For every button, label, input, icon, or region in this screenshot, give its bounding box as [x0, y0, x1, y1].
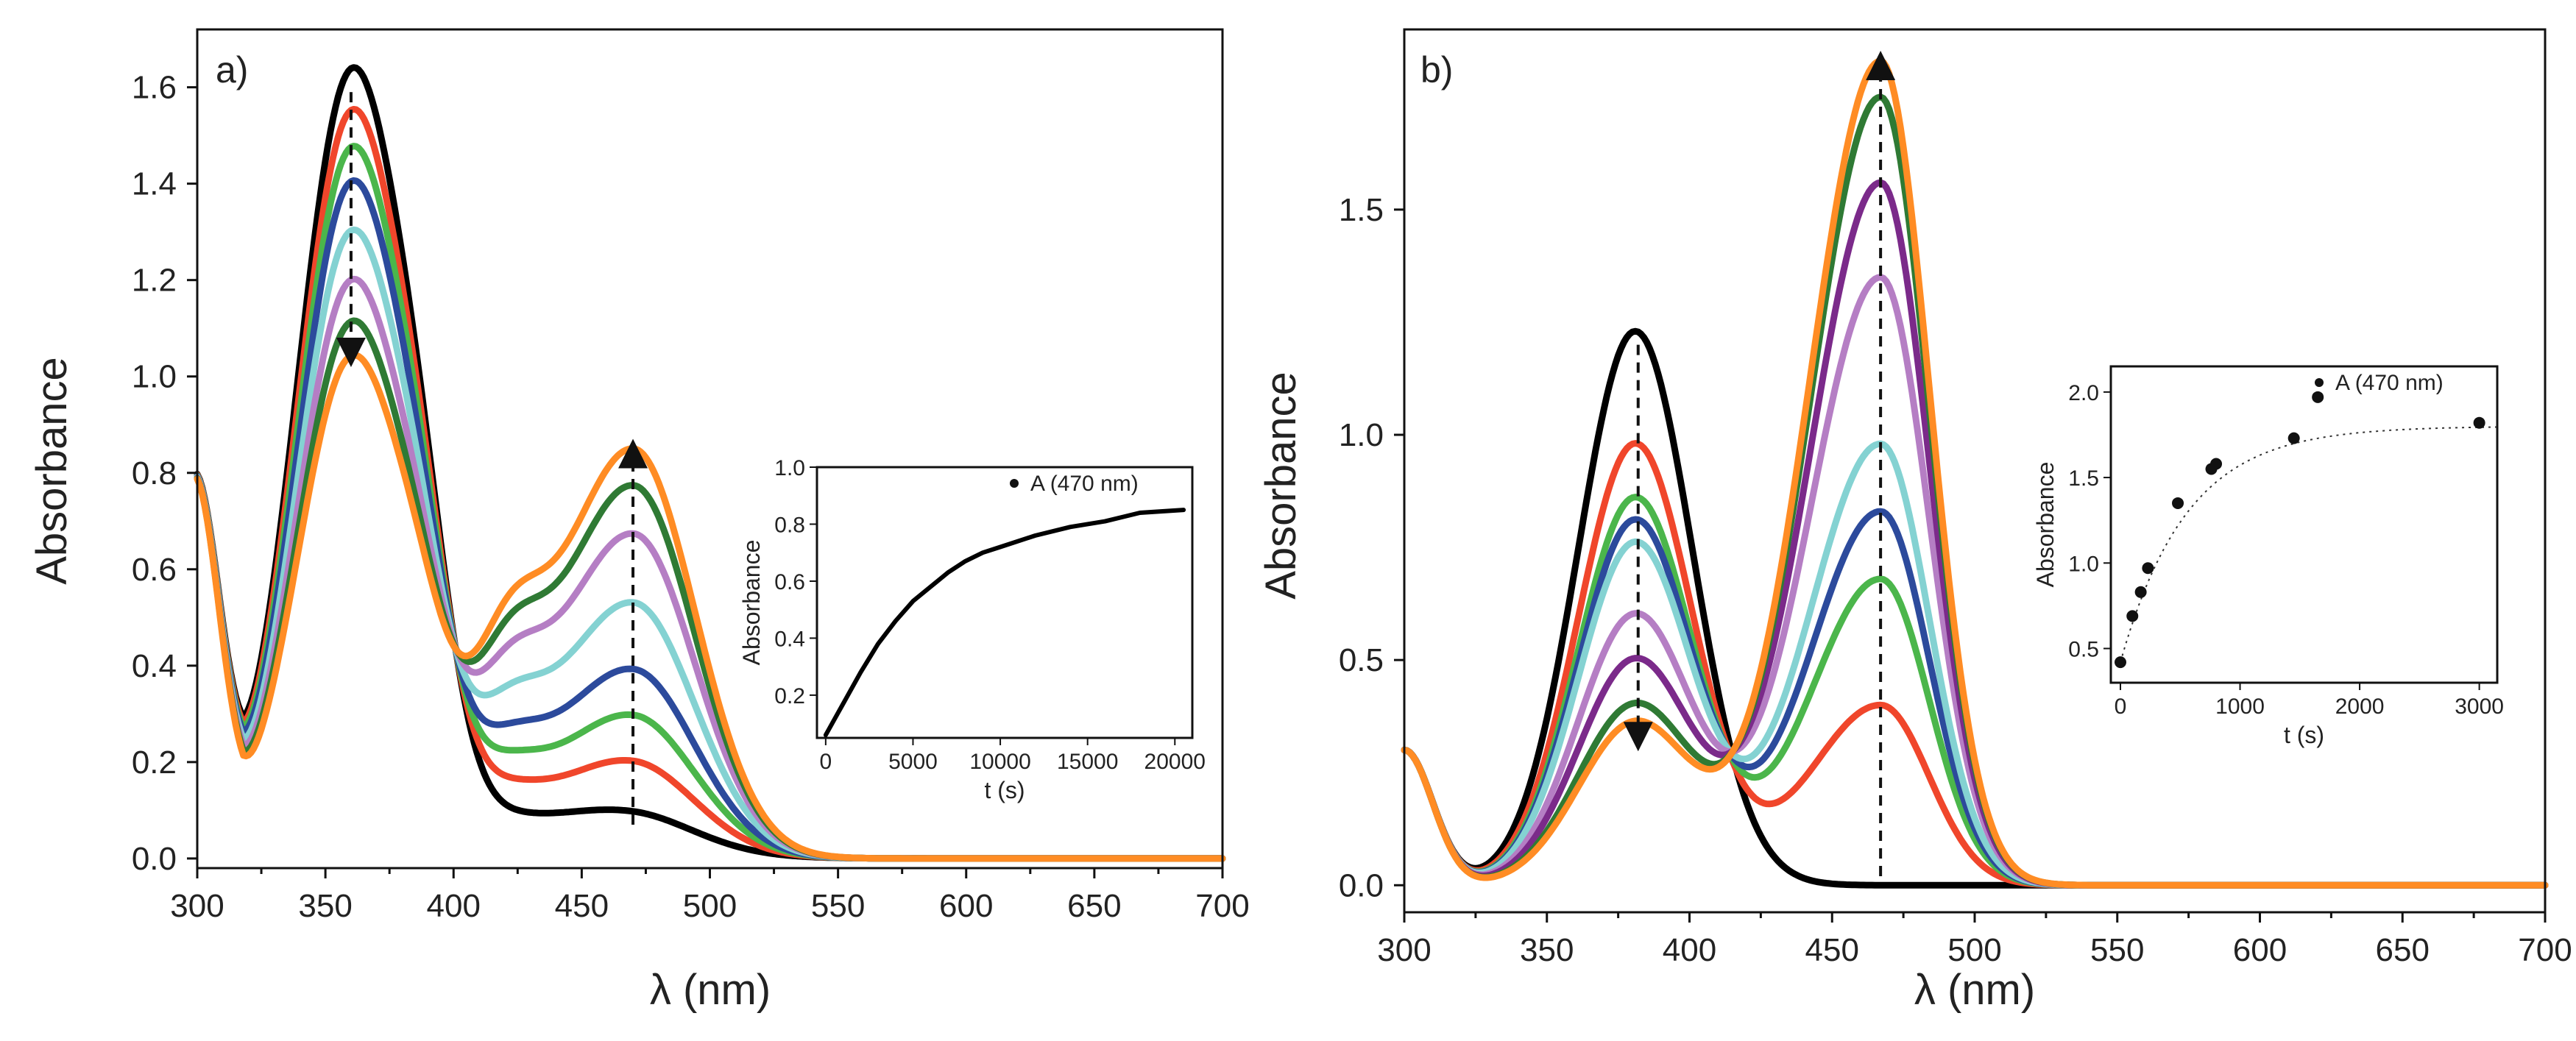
panel-b-x-tick-label: 550 — [2090, 932, 2144, 968]
panel-a-x-tick-label: 300 — [170, 888, 224, 924]
panel-a-y-tick-label: 1.6 — [132, 70, 177, 106]
panel-b-inset-point — [2134, 586, 2147, 598]
panel-b-inset-point — [2287, 432, 2300, 444]
panel-b-inset-y-label: Absorbance — [2032, 462, 2059, 588]
panel-b-y-tick-label: 1.5 — [1339, 192, 1384, 228]
panel-a-inset-x-tick-label: 10000 — [969, 750, 1030, 774]
panel-a-chart: 300 350 400 450 500 550 600 650 7000.00.20.40.60… — [28, 28, 1250, 1014]
panel-a-inset-x-tick-label: 20000 — [1144, 750, 1206, 774]
panel-b-inset-legend-marker — [2315, 378, 2324, 387]
panel-a-y-tick-label: 0.2 — [132, 745, 177, 781]
panel-a-inset-x-tick-label: 5000 — [888, 750, 938, 774]
panel-a-y-tick-label: 0.4 — [132, 648, 177, 684]
panel-a-y-tick-label: 0.0 — [132, 841, 177, 877]
panel-a-inset-legend-marker — [1010, 479, 1019, 488]
panel-b-inset-y-tick-label: 1.0 — [2068, 552, 2099, 576]
panel-b-y-tick-label: 1.0 — [1339, 417, 1384, 453]
panel-a-x-tick-label: 450 — [555, 888, 609, 924]
panel-b-inset-point — [2210, 458, 2223, 470]
panel-a-x-tick-label: 700 — [1195, 888, 1249, 924]
panel-a-y-axis-label: Absorbance — [28, 357, 76, 585]
panel-b-inset-axes: 0 1000 2000 3000 0.5 1.0 1.5 2.0 — [2068, 381, 2504, 719]
panel-a-inset-x-label: t (s) — [984, 777, 1025, 803]
panel-a-x-axis-label: λ (nm) — [650, 966, 771, 1014]
panel-a-inset-y-label: Absorbance — [738, 540, 765, 666]
panel-b-chart: 300 350 400 450 500 550 600 650 7000.00.51.01.5 … — [1257, 28, 2572, 1014]
panel-b-series-s9 — [1401, 57, 2549, 889]
panel-a-inset-data — [823, 479, 1186, 738]
panel-b-x-tick-label: 350 — [1520, 932, 1574, 968]
panel-b-x-tick-label: 500 — [1947, 932, 2001, 968]
panel-b-inset-y-tick-label: 2.0 — [2068, 381, 2099, 405]
panel-b-inset-point — [2473, 416, 2485, 429]
panel-b-inset-x-tick-label: 2000 — [2335, 694, 2385, 719]
panel-a-y-tick-label: 0.8 — [132, 455, 177, 491]
panel-a-inset: 0 5000 10000 15000 20000 0.2 0.4 0.6 0.8 1.0 t (s… — [738, 456, 1206, 803]
panel-b-inset-frame — [2109, 365, 2499, 684]
panel-b-inset-fit-curve — [2120, 426, 2497, 663]
panel-a-y-tick-label: 0.6 — [132, 552, 177, 588]
panel-b-inset-y-tick-label: 0.5 — [2068, 638, 2099, 662]
panel-b-label: b) — [1420, 49, 1453, 90]
panel-b-inset-x-tick-label: 3000 — [2455, 694, 2504, 719]
panel-b-curves — [1401, 57, 2549, 889]
panel-a-x-tick-label: 650 — [1067, 888, 1121, 924]
panel-b-y-axis-label: Absorbance — [1257, 372, 1305, 600]
panel-b-inset-point — [2312, 391, 2324, 403]
panel-b-inset-point — [2142, 562, 2154, 575]
panel-a-inset-frame — [815, 466, 1194, 739]
panel-b-inset-data — [2115, 378, 2497, 669]
panel-b-inset-point — [2172, 497, 2184, 509]
panel-b-x-tick-label: 650 — [2376, 932, 2430, 968]
panel-a-x-tick-label: 500 — [683, 888, 737, 924]
panel-b-inset-x-label: t (s) — [2284, 722, 2324, 748]
panel-b-inset-x-tick-label: 0 — [2115, 694, 2127, 719]
panel-b-inset-x-tick-label: 1000 — [2215, 694, 2265, 719]
panel-b-inset-point — [2115, 656, 2127, 669]
panel-a-inset-legend: A (470 nm) — [1030, 472, 1139, 496]
panel-a-curves — [194, 64, 1226, 862]
panel-b-x-tick-label: 700 — [2518, 932, 2572, 968]
panel-b-x-tick-label: 300 — [1377, 932, 1431, 968]
panel-a-axes: 300 350 400 450 500 550 600 650 7000.00.20.40.60… — [132, 70, 1250, 924]
panel-a-inset-y-tick-label: 0.4 — [774, 627, 805, 651]
panel-b-x-tick-label: 450 — [1805, 932, 1859, 968]
panel-a-x-tick-label: 400 — [427, 888, 481, 924]
panel-a-y-tick-label: 1.2 — [132, 263, 177, 299]
panel-a-inset-x-tick-label: 0 — [820, 750, 832, 774]
panel-b-axes: 300 350 400 450 500 550 600 650 700 0.0 0.5 1.0 1.5 — [1339, 192, 2572, 968]
panel-a-x-tick-label: 600 — [939, 888, 993, 924]
panel-b-inset-point — [2126, 610, 2139, 622]
panel-b-inset: 0 1000 2000 3000 0.5 1.0 1.5 2.0 t (s) Absorban… — [2032, 365, 2504, 748]
panel-a-x-tick-label: 350 — [298, 888, 352, 924]
panel-a-inset-y-tick-label: 0.8 — [774, 513, 805, 537]
panel-b-x-axis-label: λ (nm) — [1914, 966, 2035, 1014]
panel-b-y-tick-label: 0.5 — [1339, 642, 1384, 678]
panel-b-x-tick-label: 600 — [2233, 932, 2287, 968]
panel-a-series-s8 — [194, 352, 1226, 862]
panel-b-x-tick-label: 400 — [1663, 932, 1716, 968]
panel-b-y-tick-label: 0.0 — [1339, 867, 1384, 903]
panel-a-inset-y-tick-label: 0.6 — [774, 570, 805, 594]
panel-a-inset-line — [823, 508, 1186, 738]
panel-b-inset-y-tick-label: 1.5 — [2068, 466, 2099, 491]
panel-b-inset-legend: A (470 nm) — [2335, 371, 2444, 395]
panel-a-inset-y-tick-label: 1.0 — [774, 456, 805, 480]
panel-b-arrows — [1623, 50, 1896, 877]
panel-a-y-tick-label: 1.0 — [132, 359, 177, 395]
panel-a-x-tick-label: 550 — [811, 888, 865, 924]
panel-a-label: a) — [216, 49, 248, 90]
panel-a-arrows — [336, 92, 648, 825]
panel-a-inset-y-tick-label: 0.2 — [774, 684, 805, 708]
panel-a-inset-axes: 0 5000 10000 15000 20000 0.2 0.4 0.6 0.8 1.0 — [774, 456, 1206, 774]
panel-a-inset-x-tick-label: 15000 — [1057, 750, 1118, 774]
panel-a-y-tick-label: 1.4 — [132, 166, 177, 202]
